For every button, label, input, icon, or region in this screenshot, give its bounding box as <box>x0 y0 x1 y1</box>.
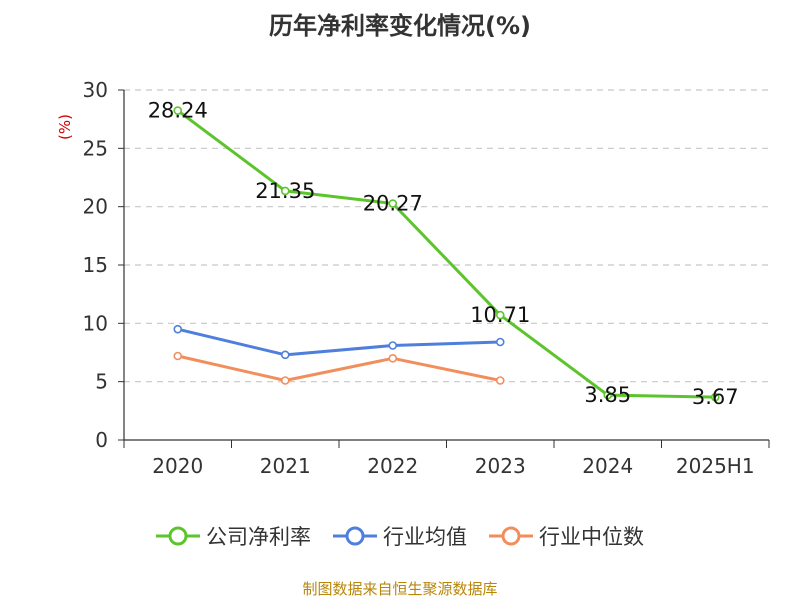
data-label: 3.85 <box>584 383 631 407</box>
data-point <box>280 186 290 196</box>
y-tick-label: 20 <box>83 195 108 219</box>
data-label: 21.35 <box>255 179 315 203</box>
legend-line-circle-icon <box>489 526 533 546</box>
data-source-note: 制图数据来自恒生聚源数据库 <box>302 580 498 598</box>
y-tick-label: 30 <box>83 78 108 102</box>
legend-label: 公司净利率 <box>206 525 311 549</box>
data-point <box>495 310 505 320</box>
data-point <box>173 106 183 115</box>
y-axis-label: (%) <box>56 114 74 140</box>
legend-item-industry-median[interactable]: 行业中位数 <box>489 521 644 551</box>
series-line <box>177 327 501 357</box>
data-point <box>495 376 505 385</box>
y-tick-label: 10 <box>83 311 108 335</box>
data-label: 3.67 <box>692 385 739 409</box>
legend-item-company[interactable]: 公司净利率 <box>156 521 311 551</box>
data-point <box>173 351 183 361</box>
y-tick-label: 5 <box>95 370 108 394</box>
legend: 公司净利率 行业均值 行业中位数 <box>0 518 800 554</box>
legend-label: 行业均值 <box>383 525 467 549</box>
data-label: 28.24 <box>148 99 208 123</box>
data-point <box>388 199 398 208</box>
x-tick-label: 2020 <box>152 454 203 478</box>
series-line <box>177 354 501 382</box>
x-tick-label: 2024 <box>582 454 633 478</box>
y-tick-label: 25 <box>83 136 108 160</box>
y-tick-label: 15 <box>83 253 108 277</box>
data-point <box>280 376 290 385</box>
data-point <box>388 341 398 350</box>
y-tick-label: 0 <box>95 428 108 452</box>
legend-line-circle-icon <box>333 526 377 546</box>
legend-label: 行业中位数 <box>539 525 644 549</box>
data-point <box>388 354 398 363</box>
data-point <box>710 392 720 402</box>
series-line <box>176 109 716 399</box>
x-tick-label: 2025H1 <box>676 454 755 478</box>
data-label: 10.71 <box>470 303 530 327</box>
data-point <box>603 390 613 400</box>
data-point <box>173 324 183 334</box>
legend-item-industry-mean[interactable]: 行业均值 <box>333 521 467 551</box>
x-tick-label: 2023 <box>475 454 526 478</box>
chart-title: 历年净利率变化情况(%) <box>269 12 531 40</box>
x-tick-label: 2021 <box>260 454 311 478</box>
data-label: 20.27 <box>363 192 423 216</box>
data-point <box>280 350 290 360</box>
x-tick-label: 2022 <box>367 454 418 478</box>
data-point <box>495 337 505 347</box>
legend-line-circle-icon <box>156 526 200 546</box>
